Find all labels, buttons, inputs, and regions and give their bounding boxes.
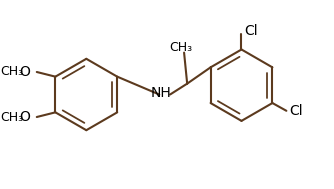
Text: O: O (20, 65, 30, 79)
Text: NH: NH (150, 86, 171, 100)
Text: O: O (20, 110, 30, 124)
Text: CH₃: CH₃ (169, 40, 192, 53)
Text: CH₃: CH₃ (0, 66, 23, 78)
Text: Cl: Cl (289, 104, 303, 118)
Text: CH₃: CH₃ (0, 111, 23, 123)
Text: Cl: Cl (244, 24, 258, 38)
